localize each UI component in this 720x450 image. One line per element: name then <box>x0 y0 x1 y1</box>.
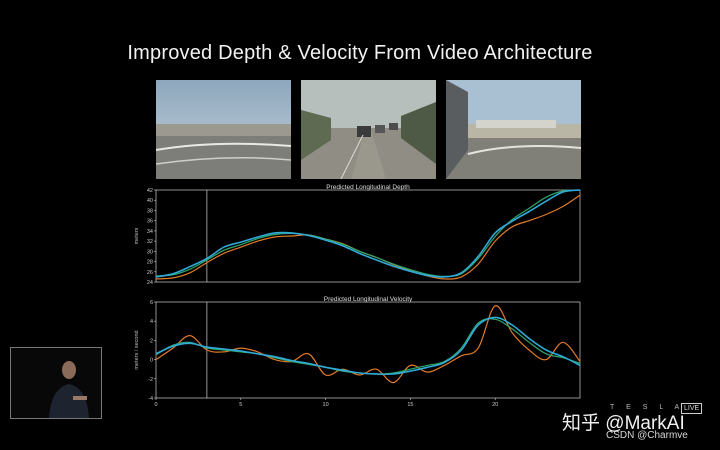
csdn-watermark: CSDN @Charmve <box>606 430 688 441</box>
series-line-0 <box>155 305 581 384</box>
y-tick-label: 38 <box>147 208 153 214</box>
y-tick-label: 24 <box>147 280 153 286</box>
plot-frame <box>155 189 581 283</box>
live-badge: LIVE <box>681 403 703 414</box>
plot-frame <box>155 301 581 399</box>
camera-view-right <box>446 80 581 179</box>
y-axis-label: meters / second <box>134 330 140 369</box>
chart-title: Predicted Longitudinal Depth <box>326 184 410 191</box>
series-line-2 <box>155 316 581 376</box>
y-tick-label: 30 <box>147 249 153 255</box>
presenter-webcam <box>10 347 102 419</box>
chart-svg-1: Predicted Longitudinal Velocity -4 -2 0 2 4 6 0… <box>134 296 581 408</box>
y-tick-label: 6 <box>150 300 153 306</box>
y-tick-label: -2 <box>148 377 153 383</box>
depth-chart: Predicted Longitudinal Depth 24 26 28 30 32 34… <box>130 182 590 294</box>
x-tick-label: 0 <box>154 402 157 408</box>
chart-svg-0: Predicted Longitudinal Depth 24 26 28 30 32 34… <box>134 184 581 286</box>
chart-title: Predicted Longitudinal Velocity <box>324 296 413 303</box>
zhihu-watermark: 知乎 @MarkAI <box>562 413 685 434</box>
series-line-0 <box>155 194 581 280</box>
y-tick-label: 0 <box>150 358 153 364</box>
y-tick-label: -4 <box>148 396 153 402</box>
camera-view-left <box>156 80 291 179</box>
x-tick-label: 5 <box>239 402 242 408</box>
slide-title: Improved Depth & Velocity From Video Arc… <box>127 42 593 64</box>
y-tick-label: 2 <box>150 338 153 344</box>
y-tick-label: 36 <box>147 219 153 225</box>
y-axis-label: meters <box>134 227 140 244</box>
x-tick-label: 10 <box>323 402 329 408</box>
y-tick-label: 28 <box>147 260 153 266</box>
tesla-logo-text: T E S L A <box>610 404 685 411</box>
y-tick-label: 42 <box>147 188 153 194</box>
y-tick-label: 34 <box>147 229 153 235</box>
y-tick-label: 4 <box>150 319 153 325</box>
x-tick-label: 20 <box>492 402 498 408</box>
y-tick-label: 40 <box>147 198 153 204</box>
camera-view-center <box>301 80 436 179</box>
y-tick-label: 26 <box>147 270 153 276</box>
velocity-chart: Predicted Longitudinal Velocity -4 -2 0 2 4 6 0… <box>130 294 590 410</box>
series-line-2 <box>155 189 581 278</box>
x-tick-label: 15 <box>407 402 413 408</box>
y-tick-label: 32 <box>147 239 153 245</box>
series-line-1 <box>155 189 581 278</box>
